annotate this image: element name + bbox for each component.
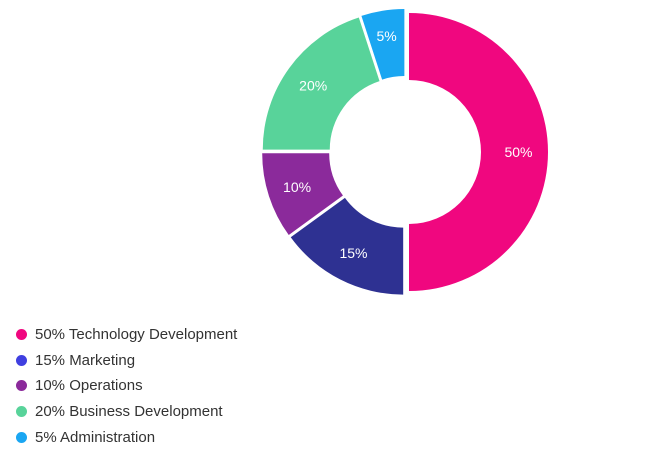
legend-label-2: 10% Operations <box>35 377 143 395</box>
legend-label-0: 50% Technology Development <box>35 326 238 344</box>
legend-item-1: 15% Marketing <box>16 348 237 374</box>
legend-label-1: 15% Marketing <box>35 351 136 369</box>
slice-label-2: 10% <box>283 179 311 195</box>
legend-item-0: 50% Technology Development <box>16 322 237 348</box>
slice-label-0: 50% <box>504 144 532 160</box>
legend-marker-3 <box>16 406 27 418</box>
legend-marker-0 <box>16 329 27 341</box>
legend-label-3: 20% Business Development <box>35 403 223 421</box>
slice-label-3: 20% <box>299 77 327 93</box>
legend-label-4: 5% Administration <box>35 428 156 446</box>
slice-1 <box>290 197 404 295</box>
legend-marker-1 <box>16 354 27 366</box>
slice-label-4: 5% <box>377 28 397 44</box>
legend-item-4: 5% Administration <box>16 424 237 450</box>
legend-marker-4 <box>16 431 27 443</box>
slice-0 <box>409 13 548 291</box>
legend-item-3: 20% Business Development <box>16 399 237 425</box>
slice-3 <box>262 17 380 150</box>
donut-chart: 50% 15% 10% 20% 5% <box>262 9 548 295</box>
chart-legend: 50% Technology Development 15% Marketing 1… <box>16 322 237 450</box>
legend-item-2: 10% Operations <box>16 373 237 399</box>
legend-marker-2 <box>16 380 27 392</box>
slice-4 <box>361 9 405 80</box>
slice-2 <box>262 153 343 235</box>
slice-label-1: 15% <box>339 245 367 261</box>
